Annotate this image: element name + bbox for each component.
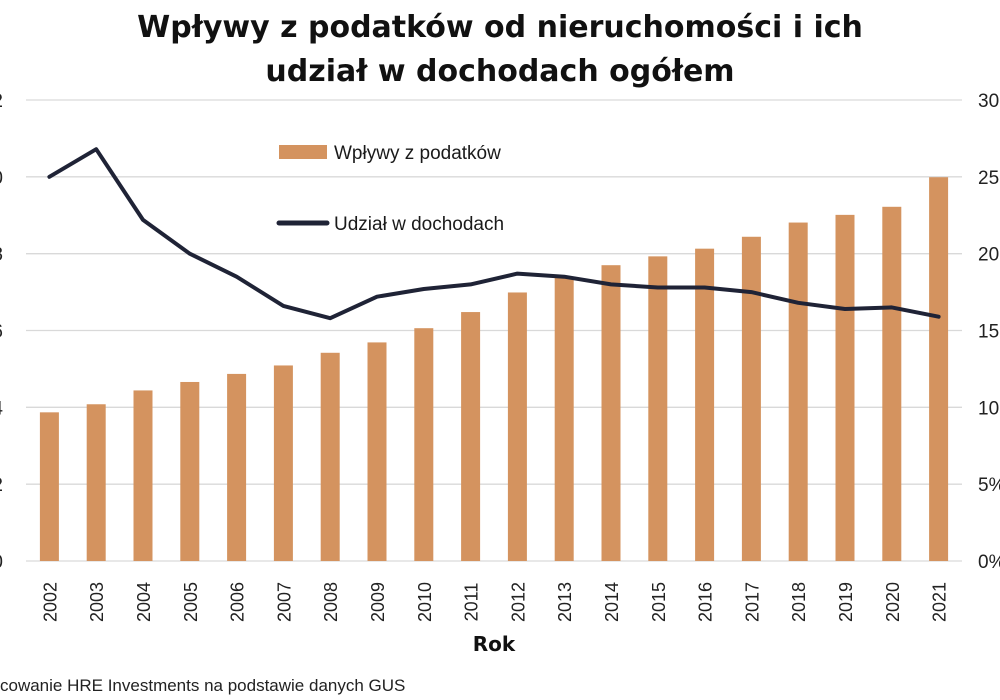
right-axis-tick-labels: 0% 5% 10 15 20 25 30 (978, 91, 1000, 573)
x-tick-label: 2011 (462, 583, 482, 622)
x-axis-tick-labels: 2002 2003 2004 2005 2006 2007 2008 2009 2010 2011… (40, 582, 949, 622)
right-tick-label: 5% (978, 475, 1000, 496)
bar-2018 (788, 222, 808, 561)
left-axis-tick-labels: 0 2 4 6 8 0 2 (0, 91, 3, 573)
bar-2021 (929, 177, 949, 561)
x-tick-label: 2018 (789, 582, 809, 622)
left-tick-label: 6 (0, 322, 3, 343)
right-tick-label: 25 (978, 168, 999, 189)
legend-swatch-bar (279, 145, 327, 159)
bar-2002 (39, 412, 59, 561)
bar-series (39, 177, 949, 562)
line-series (47, 147, 941, 321)
bar-2019 (835, 214, 855, 561)
x-axis-label: Rok (473, 632, 516, 656)
left-tick-label: 8 (0, 245, 3, 266)
bar-2013 (554, 277, 574, 561)
x-tick-label: 2019 (836, 582, 856, 622)
x-tick-label: 2004 (134, 582, 154, 622)
x-tick-label: 2012 (508, 582, 528, 622)
x-tick-label: 2021 (930, 582, 950, 622)
bar-2010 (414, 328, 434, 561)
left-tick-label: 2 (0, 91, 3, 112)
bar-2007 (273, 365, 293, 561)
right-tick-label: 0% (978, 552, 1000, 573)
right-tick-label: 15 (978, 322, 999, 343)
x-tick-label: 2016 (696, 582, 716, 622)
right-tick-label: 10 (978, 398, 999, 419)
bar-2003 (86, 404, 106, 561)
bar-2017 (741, 236, 761, 561)
x-tick-label: 2020 (883, 582, 903, 622)
legend-label-bar: Wpływy z podatków (334, 143, 501, 164)
bar-2008 (320, 352, 340, 561)
bar-2012 (507, 292, 527, 561)
source-note: cowanie HRE Investments na podstawie dan… (0, 676, 406, 695)
bar-2015 (648, 256, 668, 561)
x-tick-label: 2013 (555, 582, 575, 622)
legend: Wpływy z podatków Udział w dochodach (276, 143, 504, 235)
bar-2016 (695, 248, 715, 562)
x-tick-label: 2006 (228, 582, 248, 622)
x-tick-label: 2015 (649, 582, 669, 622)
right-tick-label: 20 (978, 245, 999, 266)
x-tick-label: 2007 (274, 582, 294, 622)
gridlines (26, 99, 962, 562)
legend-label-line: Udział w dochodach (334, 214, 504, 235)
x-tick-label: 2010 (415, 582, 435, 622)
x-tick-label: 2014 (602, 582, 622, 622)
bar-2020 (882, 206, 902, 561)
x-tick-label: 2005 (181, 582, 201, 622)
left-tick-label: 0 (0, 552, 3, 573)
x-tick-label: 2002 (40, 582, 60, 622)
x-tick-label: 2008 (321, 582, 341, 622)
x-tick-label: 2017 (742, 582, 762, 622)
chart-title: Wpływy z podatków od nieruchomości i ich… (137, 10, 863, 89)
x-tick-label: 2009 (368, 582, 388, 622)
bar-2004 (133, 390, 153, 561)
bar-2006 (227, 373, 247, 561)
left-tick-label: 4 (0, 398, 3, 419)
bar-2005 (180, 381, 200, 561)
left-tick-label: 2 (0, 475, 3, 496)
bar-2011 (461, 312, 481, 561)
x-tick-label: 2003 (87, 582, 107, 622)
bar-2009 (367, 342, 387, 561)
bar-2014 (601, 265, 621, 561)
left-tick-label: 0 (0, 168, 3, 189)
line-udzial (47, 147, 941, 321)
right-tick-label: 30 (978, 91, 999, 112)
